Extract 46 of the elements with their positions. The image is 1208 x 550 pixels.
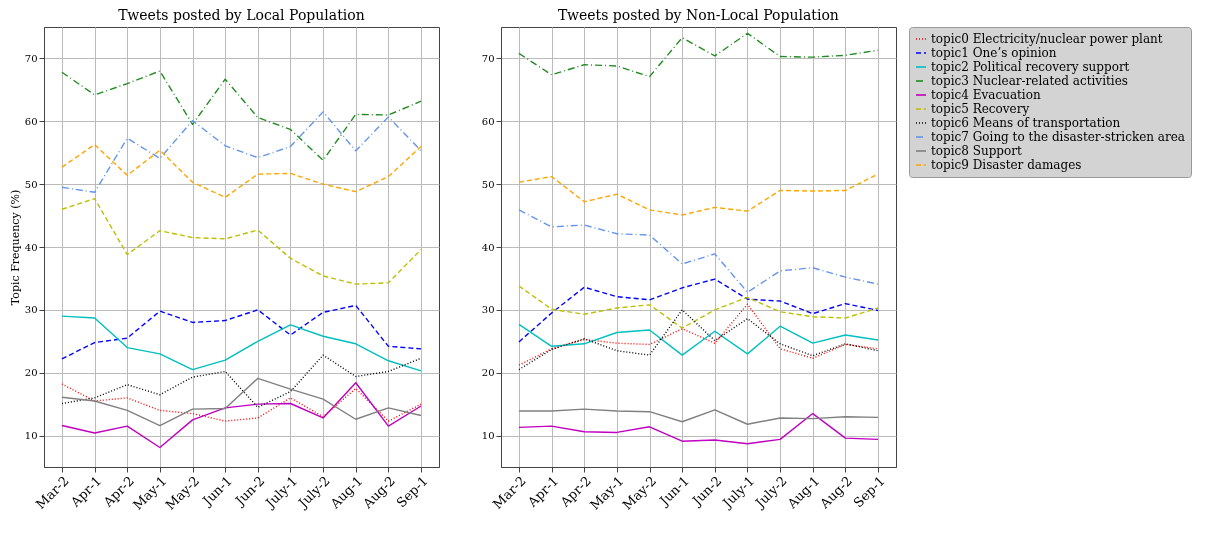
line-series (61, 354, 422, 408)
line-series (61, 383, 422, 422)
line-series (518, 32, 879, 78)
y-tick-label: 50 (24, 178, 38, 190)
line-series (518, 285, 879, 329)
legend-label: topic5 Recovery (931, 102, 1030, 116)
y-tick-label: 60 (24, 115, 38, 127)
line-series (61, 197, 422, 285)
line-series (518, 412, 879, 445)
y-tick-label: 30 (481, 304, 495, 316)
line-series (61, 143, 422, 199)
legend-label: topic0 Electricity/nuclear power plant (931, 32, 1163, 46)
line-series (518, 209, 879, 293)
line-series (518, 408, 879, 425)
line-series (61, 315, 422, 372)
y-tick-label: 70 (481, 52, 495, 64)
legend-label: topic4 Evacuation (931, 88, 1041, 102)
legend-label: topic3 Nuclear-related activities (931, 74, 1128, 88)
legend-label: topic6 Means of transportation (931, 116, 1121, 130)
y-axis-title: Topic Frequency (%) (8, 189, 22, 306)
chart-title: Tweets posted by Local Population (118, 7, 365, 23)
line-series (518, 323, 879, 356)
line-series (518, 303, 879, 366)
legend-label: topic7 Going to the disaster-stricken area (931, 130, 1185, 144)
y-tick-label: 50 (481, 178, 495, 190)
y-tick-label: 10 (481, 430, 495, 442)
y-tick-label: 40 (481, 241, 495, 253)
y-tick-label: 20 (481, 367, 495, 379)
y-tick-label: 70 (24, 52, 38, 64)
y-tick-label: 30 (24, 304, 38, 316)
legend-label: topic9 Disaster damages (931, 158, 1082, 172)
y-tick-label: 20 (24, 367, 38, 379)
line-series (61, 111, 422, 194)
legend-label: topic2 Political recovery support (931, 60, 1130, 74)
line-series (518, 309, 879, 371)
y-tick-label: 10 (24, 430, 38, 442)
line-series (61, 382, 422, 449)
line-series (518, 278, 879, 343)
legend-label: topic8 Support (931, 144, 1023, 158)
line-series (61, 377, 422, 427)
y-tick-label: 40 (24, 241, 38, 253)
chart-title: Tweets posted by Non-Local Population (558, 7, 839, 23)
line-series (61, 304, 422, 360)
legend-label: topic1 One’s opinion (931, 46, 1057, 60)
y-tick-label: 60 (481, 115, 495, 127)
line-series (61, 70, 422, 161)
